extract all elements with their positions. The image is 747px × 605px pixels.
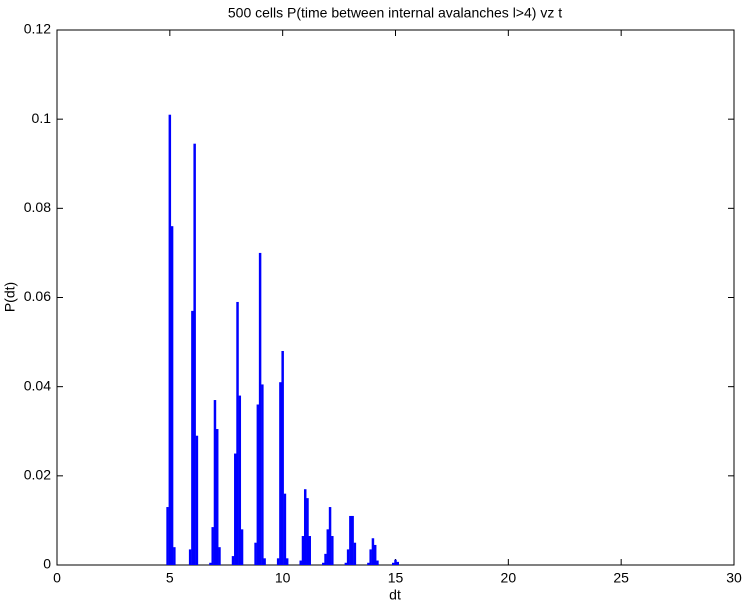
y-tick-label: 0 [43,556,51,572]
bar [254,542,257,565]
bar [281,351,284,565]
bar [168,114,172,565]
y-tick-label: 0.1 [32,110,52,126]
bar [285,558,289,565]
bar [215,429,219,565]
y-tick-label: 0.06 [24,288,51,304]
bar [240,529,244,565]
bar [193,143,196,565]
bar [367,562,370,565]
bar [328,507,332,565]
bar [261,384,264,565]
x-tick-label: 30 [726,570,742,586]
bar [324,553,327,565]
bar [234,453,237,565]
bar [263,558,266,565]
y-axis-label: P(dt) [2,282,18,312]
bar [306,498,309,565]
x-tick-label: 0 [53,570,61,586]
bar [299,560,302,565]
bar [276,558,280,565]
plot-frame [56,29,735,566]
x-tick-label: 10 [275,570,291,586]
bar [170,226,174,565]
bar [392,562,395,565]
bar [371,538,375,565]
bar [209,562,212,565]
x-axis-label: dt [389,587,401,603]
chart-title: 500 cells P(time between internal avalan… [228,5,562,21]
bar [218,547,221,565]
bar [283,493,287,565]
bar [279,382,282,565]
bar [376,560,379,565]
x-tick-label: 15 [388,570,404,586]
x-tick-label: 25 [613,570,629,586]
y-tick-label: 0.04 [24,377,51,393]
y-tick-label: 0.08 [24,199,51,215]
bar [353,542,357,565]
bar [236,301,239,565]
bar [195,435,199,565]
bar [326,529,330,565]
bar [351,515,354,565]
y-tick-label: 0.02 [24,467,51,483]
bar [213,400,217,565]
y-tick-label: 0.12 [24,21,51,37]
bar [258,252,262,565]
bar [303,489,307,565]
bar [308,536,311,565]
x-tick-label: 20 [501,570,517,586]
bar [322,562,325,565]
bar [349,515,352,565]
bar [301,536,305,565]
bar [188,549,192,565]
bar [211,527,214,565]
bar [191,310,194,565]
bar [344,562,348,565]
bar [373,544,377,565]
bar [166,507,169,565]
bar [256,404,260,565]
bar [396,561,399,565]
bar [331,536,334,565]
bar [173,547,176,565]
x-tick-label: 5 [166,570,174,586]
bar [238,395,242,565]
bar [369,549,372,565]
bar [394,559,397,565]
bar [346,549,350,565]
bar [231,556,235,565]
